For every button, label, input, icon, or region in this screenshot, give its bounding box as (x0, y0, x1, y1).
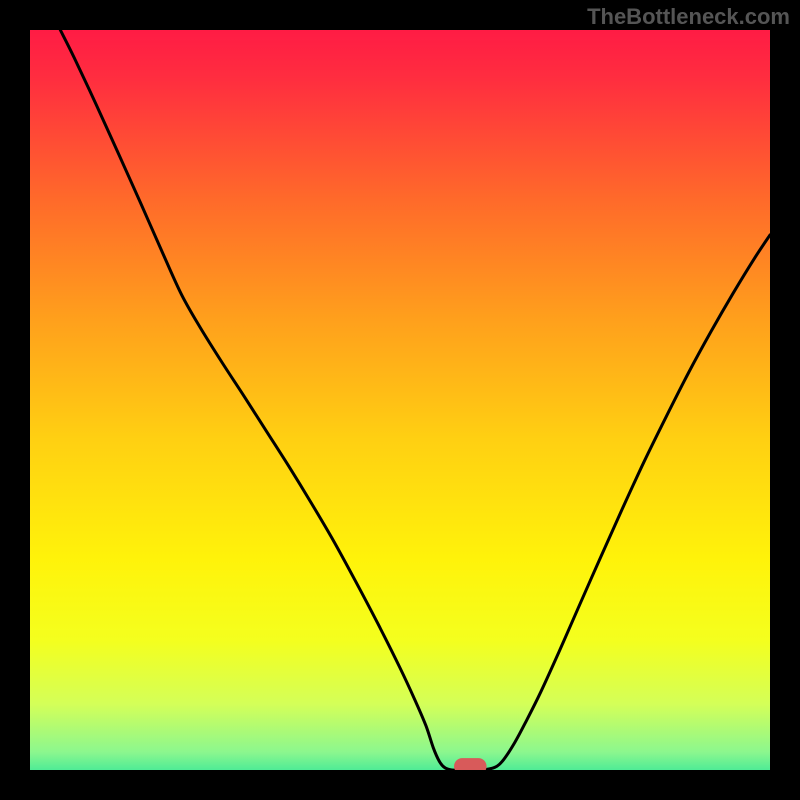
chart-background (0, 0, 800, 800)
bottleneck-chart: TheBottleneck.com (0, 0, 800, 800)
chart-svg (0, 0, 800, 800)
